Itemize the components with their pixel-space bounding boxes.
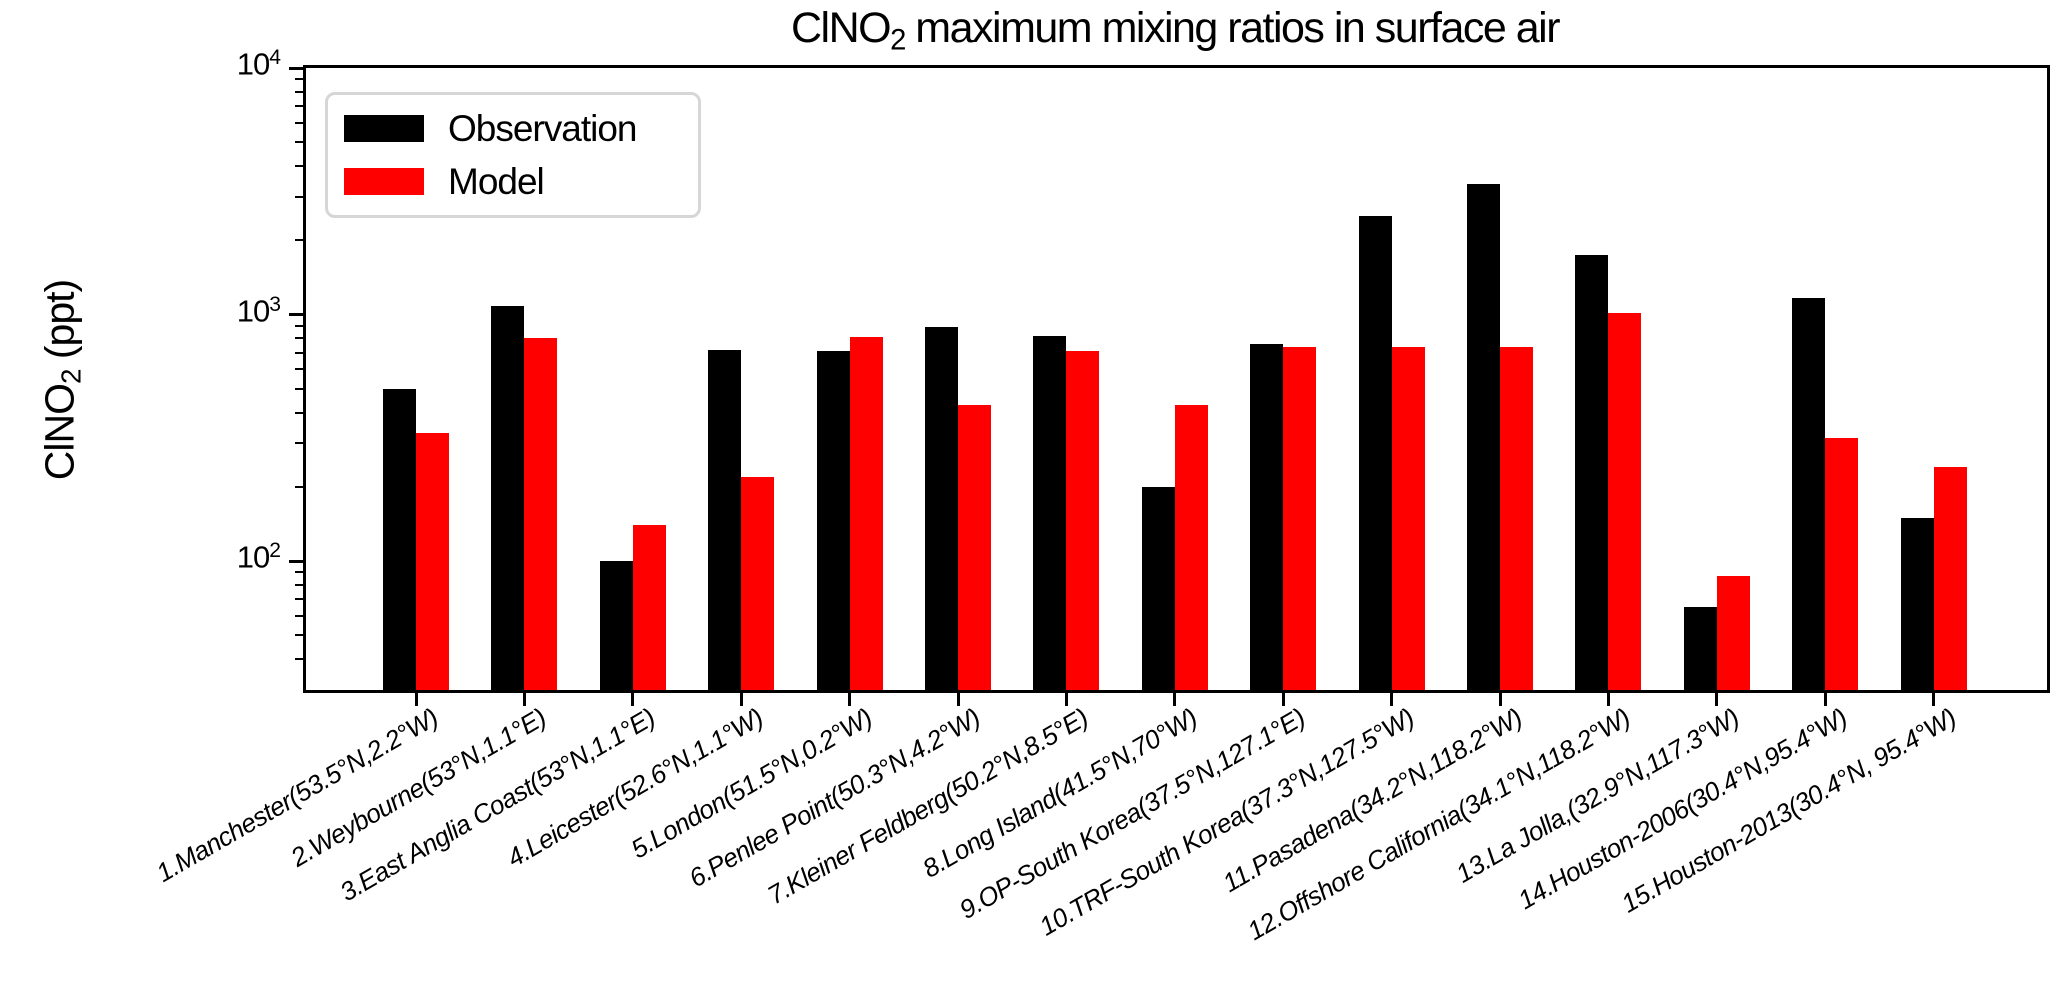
- x-tick-13: [1715, 691, 1719, 706]
- y-tick-label-10e2: 102: [150, 539, 281, 576]
- y-tick-exponent: 4: [269, 46, 281, 69]
- y-tick-label-10e4: 104: [150, 46, 281, 83]
- bar-model-12: [1608, 313, 1642, 690]
- y-minor-tick-4000: [295, 165, 303, 168]
- legend-label-model: Model: [448, 161, 545, 202]
- x-tick-12: [1606, 691, 1610, 706]
- y-minor-tick-5000: [295, 141, 303, 144]
- bar-observation-14: [1792, 297, 1826, 690]
- y-minor-tick-50: [295, 634, 303, 637]
- y-minor-tick-40: [295, 658, 303, 661]
- y-minor-tick-900: [295, 324, 303, 327]
- bar-observation-1: [383, 388, 416, 690]
- bar-model-7: [1066, 351, 1100, 690]
- y-minor-tick-200: [295, 485, 303, 488]
- y-minor-tick-8000: [295, 90, 303, 93]
- bar-observation-11: [1467, 183, 1500, 690]
- bar-observation-7: [1033, 335, 1067, 690]
- y-minor-tick-7000: [295, 105, 303, 108]
- y-major-tick-10000: [289, 66, 303, 70]
- legend-label-observation: Observation: [448, 108, 637, 149]
- bar-model-15: [1933, 467, 1967, 690]
- legend-item-model: Model: [344, 163, 698, 200]
- y-minor-tick-6000: [295, 121, 303, 124]
- x-tick-5: [848, 691, 852, 706]
- bar-model-11: [1500, 346, 1533, 690]
- bar-model-2: [524, 338, 558, 690]
- y-minor-tick-700: [295, 351, 303, 354]
- y-major-tick-100: [289, 559, 303, 563]
- x-tick-15: [1932, 691, 1936, 706]
- legend: Observation Model: [325, 92, 701, 218]
- x-tick-4: [739, 691, 743, 706]
- bar-model-14: [1825, 438, 1859, 690]
- y-minor-tick-60: [295, 614, 303, 617]
- y-tick-base: 10: [236, 539, 270, 575]
- y-tick-label-10e3: 103: [150, 292, 281, 330]
- bar-model-8: [1174, 404, 1208, 690]
- y-minor-tick-2000: [295, 239, 303, 242]
- x-tick-11: [1498, 691, 1502, 706]
- chart-title-subscript: 2: [890, 24, 906, 57]
- y-tick-exponent: 2: [269, 539, 281, 563]
- x-tick-6: [956, 691, 960, 706]
- x-tick-2: [522, 691, 526, 706]
- bar-model-1: [416, 433, 449, 690]
- bar-observation-15: [1900, 517, 1934, 690]
- y-tick-exponent: 3: [269, 292, 281, 316]
- model-swatch: [344, 168, 424, 195]
- y-major-tick-1000: [289, 313, 303, 317]
- bar-model-9: [1283, 346, 1317, 690]
- bar-observation-10: [1358, 216, 1392, 690]
- chart-title-rest: maximum mixing ratios in surface air: [904, 4, 1560, 52]
- bar-observation-5: [816, 351, 850, 690]
- bar-model-13: [1716, 575, 1750, 690]
- y-minor-tick-800: [295, 337, 303, 340]
- chart-title: ClNO2 maximum mixing ratios in surface a…: [790, 4, 1561, 57]
- x-tick-3: [631, 691, 635, 706]
- x-tick-10: [1390, 691, 1394, 706]
- y-minor-tick-70: [295, 598, 303, 601]
- bar-observation-6: [925, 327, 958, 690]
- y-axis-label-subscript: 2: [55, 369, 87, 384]
- y-axis-label: ClNO2 (ppt): [37, 280, 88, 480]
- y-minor-tick-9000: [295, 78, 303, 81]
- y-minor-tick-80: [295, 583, 303, 586]
- y-axis-label-text: ClNO: [36, 384, 83, 481]
- y-minor-tick-90: [295, 571, 303, 574]
- y-minor-tick-600: [295, 368, 303, 371]
- bar-observation-2: [491, 306, 525, 690]
- x-tick-7: [1064, 691, 1068, 706]
- bar-model-4: [741, 476, 775, 690]
- bar-observation-3: [599, 561, 633, 690]
- x-tick-9: [1281, 691, 1285, 706]
- bar-observation-12: [1575, 255, 1609, 690]
- y-axis-label-rest: (ppt): [36, 279, 83, 370]
- y-tick-base: 10: [236, 293, 270, 329]
- bar-observation-13: [1683, 607, 1717, 690]
- x-tick-14: [1823, 691, 1827, 706]
- chart-title-text: ClNO: [790, 4, 892, 52]
- observation-swatch: [344, 115, 424, 142]
- bar-model-5: [849, 337, 883, 690]
- x-tick-8: [1173, 691, 1177, 706]
- y-minor-tick-300: [295, 442, 303, 445]
- bar-model-10: [1391, 346, 1425, 690]
- legend-item-observation: Observation: [344, 110, 698, 147]
- bar-model-3: [632, 525, 666, 690]
- y-tick-base: 10: [236, 46, 270, 82]
- y-minor-tick-3000: [295, 195, 303, 198]
- bar-observation-8: [1141, 486, 1175, 690]
- bar-observation-9: [1250, 343, 1284, 690]
- bar-model-6: [958, 404, 991, 690]
- x-tick-1: [414, 691, 418, 706]
- bar-observation-4: [708, 349, 742, 690]
- y-minor-tick-500: [295, 387, 303, 390]
- y-minor-tick-400: [295, 411, 303, 414]
